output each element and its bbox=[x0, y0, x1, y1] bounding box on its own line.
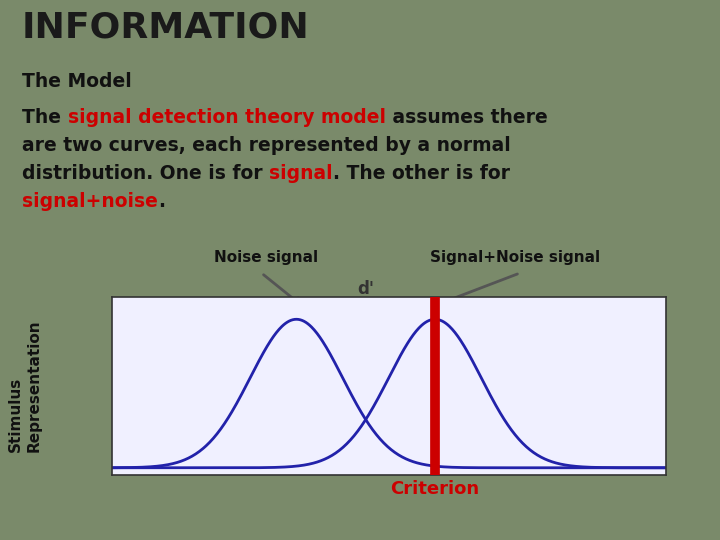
Text: signal detection theory model: signal detection theory model bbox=[68, 108, 385, 127]
Text: Criterion: Criterion bbox=[390, 480, 480, 498]
Text: signal+noise: signal+noise bbox=[22, 192, 158, 211]
Text: The: The bbox=[22, 108, 68, 127]
Text: .: . bbox=[158, 192, 165, 211]
Text: Noise signal: Noise signal bbox=[215, 250, 318, 265]
Text: Signal+Noise signal: Signal+Noise signal bbox=[430, 250, 600, 265]
Text: distribution. One is for: distribution. One is for bbox=[22, 164, 269, 183]
Text: signal: signal bbox=[269, 164, 333, 183]
Text: . The other is for: . The other is for bbox=[333, 164, 510, 183]
Text: Stimulus
Representation: Stimulus Representation bbox=[8, 320, 42, 453]
Text: are two curves, each represented by a normal: are two curves, each represented by a no… bbox=[22, 136, 510, 155]
Text: INFORMATION: INFORMATION bbox=[22, 10, 310, 44]
Text: d': d' bbox=[357, 280, 374, 298]
Text: assumes there: assumes there bbox=[385, 108, 547, 127]
Text: The Model: The Model bbox=[22, 72, 132, 91]
